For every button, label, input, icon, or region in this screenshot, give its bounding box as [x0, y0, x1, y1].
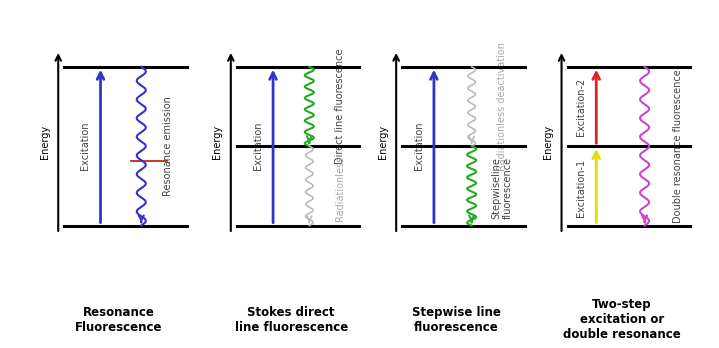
Text: Direct line fluorescence: Direct line fluorescence [334, 49, 344, 164]
Text: Radiationless deactivation: Radiationless deactivation [497, 42, 507, 171]
Text: Resonance emission: Resonance emission [163, 96, 173, 196]
Text: Excitation: Excitation [414, 122, 423, 171]
Text: Radiationless: Radiationless [334, 155, 344, 221]
Text: Energy: Energy [543, 125, 553, 159]
Text: Energy: Energy [212, 125, 222, 159]
Text: Excitation-2: Excitation-2 [576, 77, 586, 136]
Text: Double resonance fluorescence: Double resonance fluorescence [673, 69, 683, 223]
Text: Excitation-1: Excitation-1 [576, 159, 586, 217]
Text: Resonance
Fluorescence: Resonance Fluorescence [75, 306, 162, 334]
Text: Stepwiseline
fluorescence: Stepwiseline fluorescence [491, 157, 513, 219]
Text: Excitation: Excitation [253, 122, 263, 171]
Text: Excitation: Excitation [81, 122, 91, 171]
Text: Stokes direct
line fluorescence: Stokes direct line fluorescence [234, 306, 348, 334]
Text: Two-step
excitation or
double resonance: Two-step excitation or double resonance [563, 298, 681, 341]
Text: Energy: Energy [377, 125, 388, 159]
Text: Stepwise line
fluorescence: Stepwise line fluorescence [412, 306, 501, 334]
Text: Energy: Energy [40, 125, 50, 159]
